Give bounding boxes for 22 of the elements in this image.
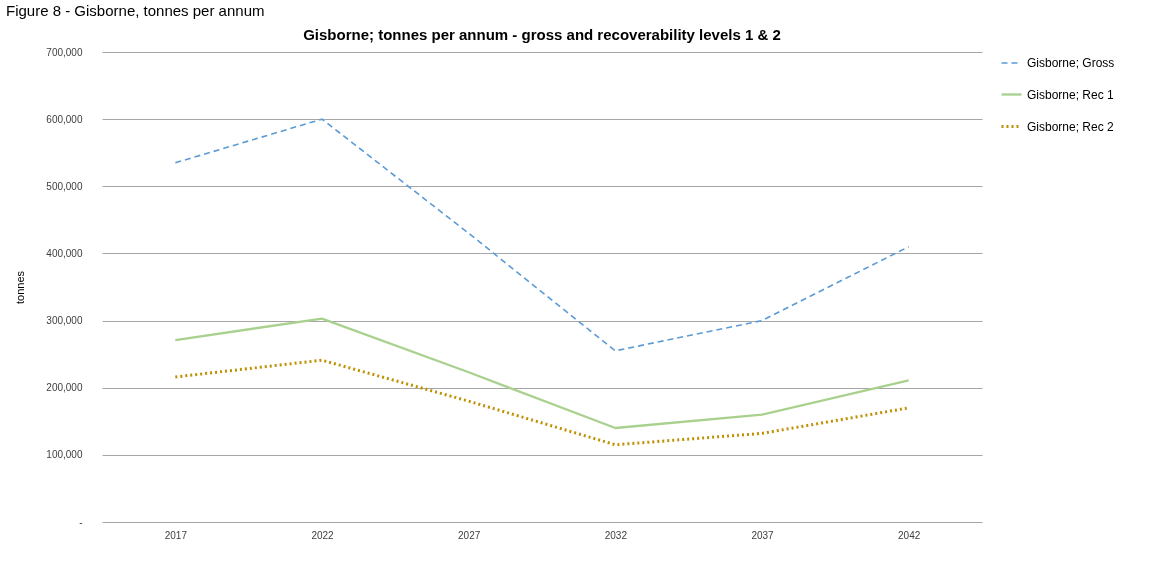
x-tick-label: 2042 <box>898 529 921 541</box>
x-tick-label: 2022 <box>311 529 335 541</box>
x-tick-label: 2037 <box>751 529 775 541</box>
y-tick-label: 100,000 <box>46 449 83 461</box>
y-tick-label: 700,000 <box>46 46 83 58</box>
line-series <box>174 317 910 430</box>
chart-title: Gisborne; tonnes per annum - gross and recoverability levels 1 & 2 <box>303 26 781 43</box>
x-tick-label: 2032 <box>604 529 628 541</box>
line-series <box>174 118 910 352</box>
y-axis-title: tonnes <box>14 270 27 305</box>
y-tick-label: 300,000 <box>46 315 83 327</box>
legend-label: Gisborne; Rec 2 <box>1027 119 1115 134</box>
y-tick-label: 200,000 <box>46 382 83 394</box>
y-tick-label: 600,000 <box>46 113 83 125</box>
x-tick-label: 2017 <box>164 529 188 541</box>
x-tick-label: 2027 <box>458 529 481 541</box>
y-tick-label: 400,000 <box>46 247 83 259</box>
caption: Figure 8 - Gisborne, tonnes per annum <box>5 1 266 21</box>
legend-label: Gisborne; Rec 1 <box>1027 87 1115 102</box>
y-tick-label: 500,000 <box>46 180 83 192</box>
legend-label: Gisborne; Gross <box>1027 56 1115 70</box>
y-tick-label: - <box>79 516 83 528</box>
